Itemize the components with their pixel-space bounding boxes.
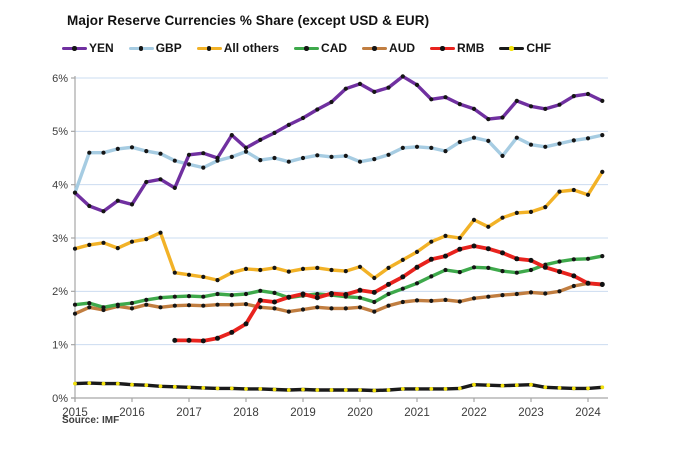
- axis-labels: 0% 1% 2% 3% 4% 5% 6% 2015 2016 2017 2018 2019 2020 20…: [52, 73, 601, 419]
- y-tick-label: 6%: [52, 73, 68, 85]
- legend-item-rmb: RMB: [430, 41, 484, 55]
- series-gbp: [72, 133, 605, 195]
- x-tick-label: 2021: [404, 407, 430, 419]
- series-cad: [72, 254, 605, 310]
- legend-item-all-others: All others: [196, 41, 280, 55]
- legend-item-cad: CAD: [294, 41, 347, 55]
- legend-marker-icon: [362, 44, 388, 53]
- x-tick-label: 2024: [575, 407, 601, 419]
- chart-legend: YEN GBP All others CAD AUD RMB CHF: [62, 41, 566, 55]
- legend-item-gbp: GBP: [128, 41, 182, 55]
- legend-label: AUD: [389, 41, 416, 55]
- y-tick-label: 3%: [52, 233, 68, 245]
- series-all-others: [72, 169, 605, 283]
- y-tick-label: 1%: [52, 339, 68, 351]
- legend-marker-icon: [499, 44, 525, 53]
- legend-item-aud: AUD: [362, 41, 415, 55]
- legend-marker-icon: [430, 44, 456, 53]
- x-tick-label: 2017: [176, 407, 202, 419]
- x-tick-label: 2023: [518, 407, 544, 419]
- legend-marker-icon: [62, 44, 87, 53]
- x-tick-label: 2016: [119, 407, 145, 419]
- x-tick-label: 2022: [461, 407, 487, 419]
- legend-label: All others: [223, 41, 280, 55]
- legend-label: CHF: [526, 41, 552, 55]
- legend-marker-icon: [294, 44, 320, 53]
- series-chf: [73, 381, 605, 393]
- y-tick-label: 2%: [52, 286, 68, 298]
- series-aud: [72, 281, 605, 316]
- legend-marker-icon: [196, 44, 222, 53]
- legend-label: CAD: [321, 41, 348, 55]
- x-tick-label: 2019: [290, 407, 316, 419]
- x-tick-label: 2020: [347, 407, 373, 419]
- series-yen: [72, 74, 605, 214]
- source-label: Source: IMF: [62, 415, 120, 426]
- legend-label: RMB: [457, 41, 485, 55]
- legend-marker-icon: [128, 44, 154, 53]
- y-tick-label: 4%: [52, 179, 68, 191]
- y-tick-label: 5%: [52, 126, 68, 138]
- legend-label: YEN: [89, 41, 114, 55]
- x-tick-label: 2015: [62, 407, 88, 419]
- x-tick-label: 2018: [233, 407, 259, 419]
- legend-item-yen: YEN: [62, 41, 114, 55]
- chart-title: Major Reserve Currencies % Share (except…: [67, 13, 430, 28]
- legend-item-chf: CHF: [499, 41, 551, 55]
- series-rmb: [172, 243, 605, 344]
- legend-label: GBP: [155, 41, 182, 55]
- axes: [71, 76, 608, 402]
- y-tick-label: 0%: [52, 393, 68, 405]
